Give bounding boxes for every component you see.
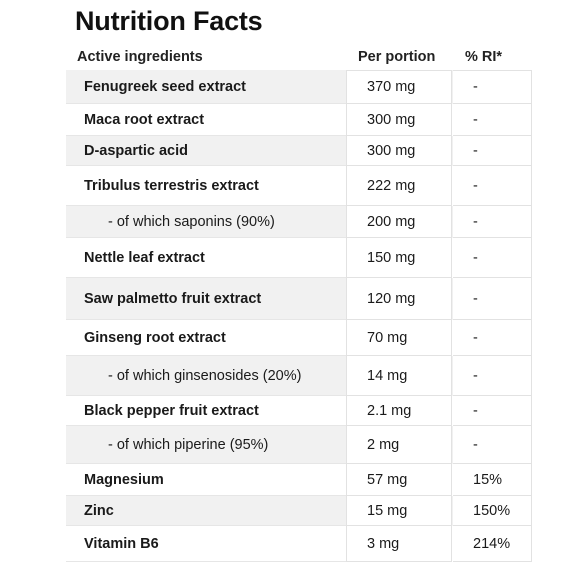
- row-divider: [66, 319, 346, 320]
- ri-value: 150%: [453, 496, 532, 526]
- sub-ingredient-name: - of which ginsenosides (20%): [108, 368, 302, 384]
- table-row: Nettle leaf extract 150 mg -: [66, 238, 532, 278]
- per-portion-value: 3 mg: [346, 526, 452, 562]
- ingredient-name: Ginseng root extract: [84, 330, 226, 346]
- row-divider: [66, 495, 346, 496]
- row-divider: [66, 165, 346, 166]
- per-portion-value: 150 mg: [346, 238, 452, 278]
- row-divider: [66, 277, 346, 278]
- per-portion-value: 120 mg: [346, 278, 452, 320]
- table-row: D-aspartic acid 300 mg -: [66, 136, 532, 166]
- table-row: Black pepper fruit extract 2.1 mg -: [66, 396, 532, 426]
- ingredient-name: Magnesium: [84, 472, 164, 488]
- per-portion-value: 200 mg: [346, 206, 452, 238]
- table-row: Tribulus terrestris extract 222 mg -: [66, 166, 532, 206]
- row-divider: [66, 355, 346, 356]
- per-portion-value: 14 mg: [346, 356, 452, 396]
- sub-ingredient-name: - of which piperine (95%): [108, 437, 269, 453]
- row-divider: [66, 135, 346, 136]
- row-divider: [66, 395, 346, 396]
- ingredient-name: Tribulus terrestris extract: [84, 178, 259, 194]
- table-row: Ginseng root extract 70 mg -: [66, 320, 532, 356]
- table-row: Maca root extract 300 mg -: [66, 104, 532, 136]
- per-portion-value: 300 mg: [346, 104, 452, 136]
- per-portion-value: 15 mg: [346, 496, 452, 526]
- table-row: Magnesium 57 mg 15%: [66, 464, 532, 496]
- table-row: - of which ginsenosides (20%) 14 mg -: [66, 356, 532, 396]
- sub-ingredient-name: - of which saponins (90%): [108, 214, 275, 230]
- page-title: Nutrition Facts: [75, 6, 263, 36]
- row-divider: [66, 103, 346, 104]
- ingredient-name: D-aspartic acid: [84, 143, 188, 159]
- ri-value: 214%: [453, 526, 532, 562]
- table-row: Vitamin B6 3 mg 214%: [66, 526, 532, 562]
- table-row: Zinc 15 mg 150%: [66, 496, 532, 526]
- ri-value: -: [453, 238, 532, 278]
- table-row: - of which piperine (95%) 2 mg -: [66, 426, 532, 464]
- ri-value: -: [453, 396, 532, 426]
- ri-value: -: [453, 70, 532, 104]
- ri-value: 15%: [453, 464, 532, 496]
- row-divider: [66, 463, 346, 464]
- ingredient-name: Nettle leaf extract: [84, 250, 205, 266]
- per-portion-value: 70 mg: [346, 320, 452, 356]
- row-divider: [66, 425, 346, 426]
- table-row: - of which saponins (90%) 200 mg -: [66, 206, 532, 238]
- nutrition-table: Fenugreek seed extract 370 mg - Maca root e…: [66, 70, 532, 562]
- ingredient-name: Black pepper fruit extract: [84, 403, 259, 419]
- column-header-ingredients: Active ingredients: [77, 49, 203, 65]
- table-row: Fenugreek seed extract 370 mg -: [66, 70, 532, 104]
- ingredient-name: Zinc: [84, 503, 114, 519]
- ri-value: -: [453, 136, 532, 166]
- ri-value: -: [453, 320, 532, 356]
- ingredient-name: Vitamin B6: [84, 536, 159, 552]
- ri-value: -: [453, 426, 532, 464]
- per-portion-value: 370 mg: [346, 70, 452, 104]
- ri-value: -: [453, 356, 532, 396]
- ri-value: -: [453, 104, 532, 136]
- column-header-ri: % RI*: [465, 49, 503, 65]
- row-divider: [66, 561, 346, 562]
- table-row: Saw palmetto fruit extract 120 mg -: [66, 278, 532, 320]
- row-divider: [66, 205, 346, 206]
- per-portion-value: 222 mg: [346, 166, 452, 206]
- ingredient-name: Maca root extract: [84, 112, 205, 128]
- ingredient-name: Fenugreek seed extract: [84, 79, 246, 95]
- column-header-per-portion: Per portion: [358, 49, 436, 65]
- ri-value: -: [453, 166, 532, 206]
- per-portion-value: 57 mg: [346, 464, 452, 496]
- per-portion-value: 2.1 mg: [346, 396, 452, 426]
- row-divider: [66, 525, 346, 526]
- per-portion-value: 2 mg: [346, 426, 452, 464]
- ingredient-name: Saw palmetto fruit extract: [84, 291, 262, 307]
- ri-value: -: [453, 278, 532, 320]
- ri-value: -: [453, 206, 532, 238]
- row-divider: [66, 237, 346, 238]
- per-portion-value: 300 mg: [346, 136, 452, 166]
